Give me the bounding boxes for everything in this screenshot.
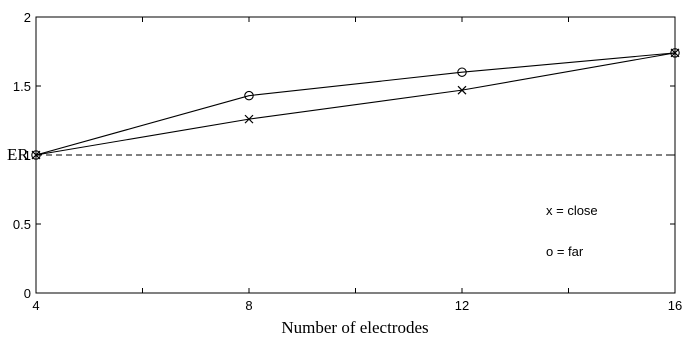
y-tick-labels: 0 0.5 1 1.5 2 (13, 10, 31, 301)
x-tick-label: 8 (245, 298, 252, 313)
point-far (244, 90, 254, 101)
point-far (670, 48, 680, 58)
x-tick-labels: 4 8 12 16 (32, 298, 682, 313)
point-close (457, 85, 467, 95)
x-tick-label: 16 (668, 298, 682, 313)
y-tick-label: 1 (24, 148, 31, 163)
point-far (457, 67, 467, 77)
y-tick-label: 1.5 (13, 79, 31, 94)
y-tick-label: 0.5 (13, 217, 31, 232)
y-axis-label: ER (7, 145, 29, 164)
series-layer (31, 48, 680, 160)
x-tick-label: 12 (455, 298, 469, 313)
legend-entry-far: o = far (546, 244, 584, 259)
point-close (244, 114, 254, 124)
series-line-close (35, 52, 676, 156)
y-tick-label: 0 (24, 286, 31, 301)
point-far (31, 150, 41, 160)
legend-entry-close: x = close (546, 203, 598, 218)
series-line-far (35, 52, 676, 156)
x-tick-label: 4 (32, 298, 39, 313)
tick-marks (35, 16, 676, 294)
x-axis-label: Number of electrodes (281, 318, 428, 337)
y-tick-label: 2 (24, 10, 31, 25)
